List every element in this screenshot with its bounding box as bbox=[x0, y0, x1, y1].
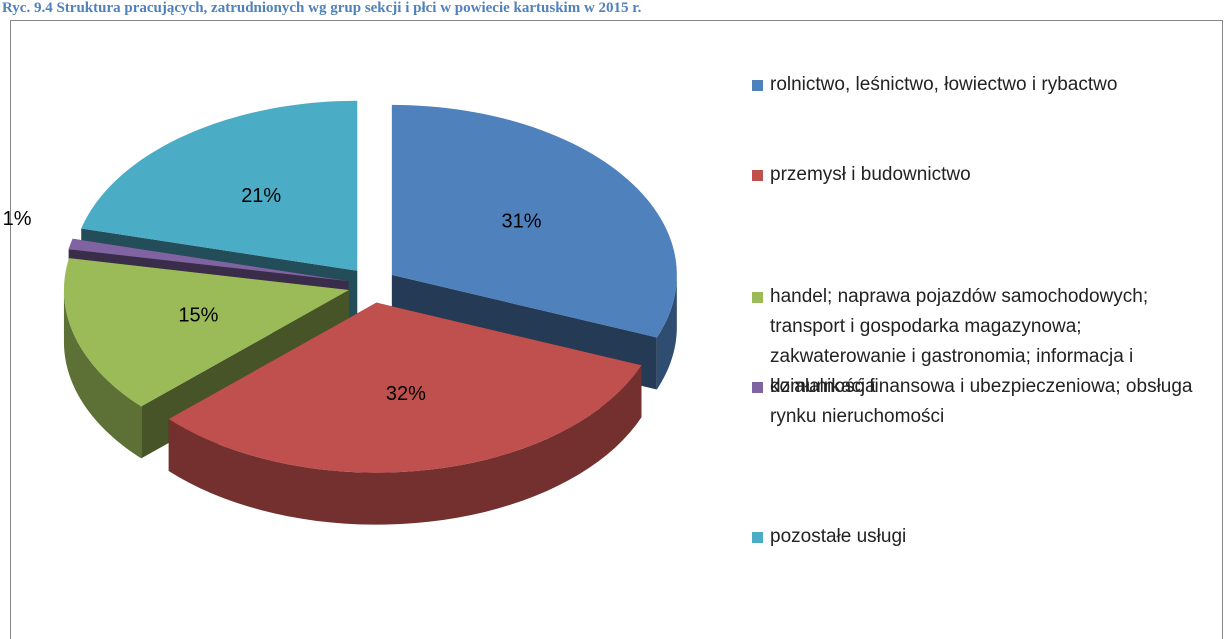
legend-swatch bbox=[752, 80, 763, 91]
data-label: 31% bbox=[501, 211, 541, 233]
legend-label: rolnictwo, leśnictwo, łowiectwo i rybact… bbox=[770, 74, 1118, 95]
slice-top bbox=[81, 100, 358, 271]
slice-top bbox=[63, 258, 349, 407]
legend-swatch bbox=[752, 292, 763, 303]
legend-swatch bbox=[752, 532, 763, 543]
slice-top bbox=[168, 302, 642, 473]
pie-slice bbox=[168, 302, 642, 525]
slice-wall bbox=[63, 290, 142, 459]
legend-entry: przemysł i budownictwo bbox=[752, 160, 1214, 190]
legend-swatch bbox=[752, 382, 763, 393]
legend-label: pozostałe usługi bbox=[770, 526, 907, 547]
legend-label: działalność finansowa i ubezpieczeniowa;… bbox=[770, 376, 1193, 427]
slice-wall bbox=[656, 274, 677, 390]
legend-entry: działalność finansowa i ubezpieczeniowa;… bbox=[752, 372, 1214, 432]
legend-entry: pozostałe usługi bbox=[752, 522, 1214, 552]
legend-swatch bbox=[752, 170, 763, 181]
chart-title: Ryc. 9.4 Struktura pracujących, zatrudni… bbox=[2, 0, 642, 16]
data-label: 21% bbox=[241, 185, 281, 207]
data-label: 15% bbox=[178, 304, 218, 326]
legend-label: przemysł i budownictwo bbox=[770, 164, 971, 185]
slice-top bbox=[68, 238, 349, 282]
data-label: 1% bbox=[3, 208, 32, 230]
legend-entry: handel; naprawa pojazdów samochodowych; … bbox=[752, 282, 1214, 402]
slice-wall bbox=[168, 365, 642, 525]
legend-entry: rolnictwo, leśnictwo, łowiectwo i rybact… bbox=[752, 70, 1214, 100]
legend-label: handel; naprawa pojazdów samochodowych; … bbox=[770, 286, 1149, 397]
slice-top bbox=[391, 104, 677, 338]
data-label: 32% bbox=[386, 383, 426, 405]
